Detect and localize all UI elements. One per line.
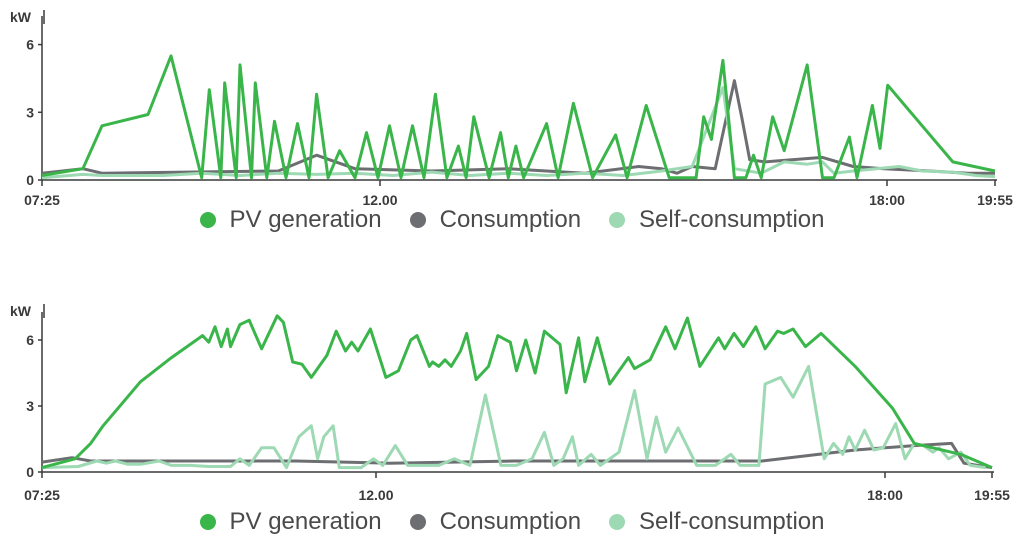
y-axis-unit-label: kW — [10, 9, 32, 25]
x-tick-label: 18:00 — [867, 487, 903, 503]
y-tick-label: 0 — [26, 172, 34, 188]
x-tick-label: 18:00 — [869, 192, 905, 208]
y-tick-label: 3 — [26, 398, 34, 414]
legend-label-pv: PV generation — [229, 508, 382, 535]
consumption-dot-icon — [409, 212, 426, 228]
y-axis-unit-label: kW — [10, 303, 32, 319]
x-tick-label: 07:25 — [24, 192, 60, 208]
pv-dot-icon — [199, 212, 216, 228]
x-tick-label: 12.00 — [358, 487, 393, 503]
consumption-dot-icon — [409, 514, 426, 530]
y-tick-label: 6 — [26, 37, 34, 53]
x-tick-label: 19:55 — [974, 487, 1010, 503]
legend-label-self: Self-consumption — [639, 206, 825, 233]
legend-item-consumption: Consumption — [409, 206, 582, 234]
x-tick-label: 19:55 — [977, 192, 1013, 208]
chart-bottom-legend: PV generation Consumption Self-consumpti… — [0, 508, 1024, 536]
series-line-pv-generation — [41, 54, 996, 180]
x-tick-label: 12.00 — [362, 192, 397, 208]
series-line-self-consumption — [41, 364, 987, 470]
series-line-self-consumption — [41, 86, 996, 180]
legend-item-pv: PV generation — [199, 508, 382, 536]
self-consumption-dot-icon — [609, 212, 626, 228]
legend-item-consumption: Consumption — [409, 508, 582, 536]
y-tick-label: 0 — [26, 464, 34, 480]
chart-bottom-plot: kW 0 3 6 07:25 12.00 18:00 19:55 — [10, 303, 1010, 503]
pv-dot-icon — [199, 514, 216, 530]
legend-item-pv: PV generation — [199, 206, 382, 234]
chart-top-legend: PV generation Consumption Self-consumpti… — [0, 206, 1024, 234]
legend-label-consumption: Consumption — [439, 206, 582, 233]
legend-label-consumption: Consumption — [439, 508, 582, 535]
chart-bottom: kW 0 3 6 07:25 12.00 18:00 19:55 PV generation … — [0, 290, 1024, 547]
chart-top: kW 0 3 6 07:25 12.00 18:00 19:55 PV generation … — [0, 0, 1024, 250]
legend-item-self: Self-consumption — [609, 508, 824, 536]
legend-label-self: Self-consumption — [639, 508, 825, 535]
series-line-pv-generation — [41, 314, 993, 470]
self-consumption-dot-icon — [609, 514, 626, 530]
legend-label-pv: PV generation — [229, 206, 382, 233]
y-tick-label: 3 — [26, 104, 34, 120]
legend-item-self: Self-consumption — [609, 206, 824, 234]
x-tick-label: 07:25 — [24, 487, 60, 503]
y-tick-label: 6 — [26, 332, 34, 348]
chart-top-plot: kW 0 3 6 07:25 12.00 18:00 19:55 — [10, 9, 1013, 208]
